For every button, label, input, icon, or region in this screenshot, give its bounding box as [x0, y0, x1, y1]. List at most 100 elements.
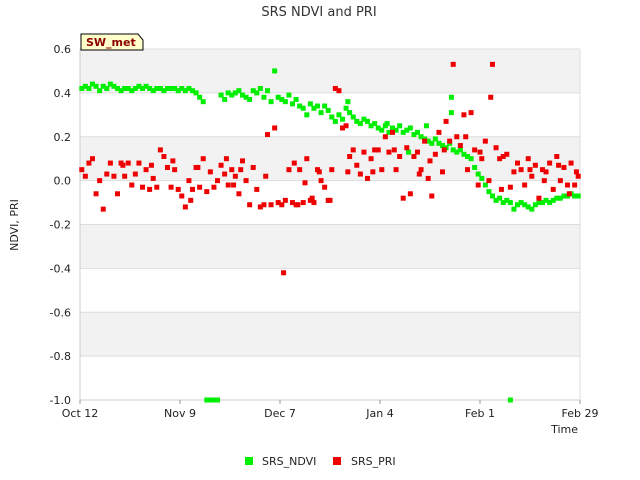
pri-point	[115, 191, 120, 197]
pri-point	[250, 164, 256, 170]
ndvi-point	[515, 202, 520, 208]
pri-point	[447, 138, 453, 144]
pri-point	[454, 134, 460, 140]
ndvi-point	[322, 103, 328, 109]
pri-point	[279, 202, 285, 208]
pri-point	[397, 153, 403, 159]
ndvi-point	[554, 195, 560, 201]
pri-point	[172, 167, 178, 173]
ndvi-point	[129, 88, 135, 94]
pri-point	[511, 169, 517, 175]
plot-background-bands	[80, 49, 580, 400]
y-tick-label: 0.6	[54, 43, 72, 56]
pri-point	[207, 169, 213, 175]
ndvi-point	[247, 96, 253, 102]
ndvi-point	[375, 125, 381, 131]
ndvi-point	[229, 92, 235, 98]
ndvi-point	[115, 85, 120, 91]
ndvi-point	[315, 103, 320, 109]
pri-point	[100, 206, 106, 212]
ndvi-point	[318, 110, 324, 116]
x-axis-ticks: Oct 12 Nov 9 Dec 7 Jan 4 Feb 1 Feb 29	[62, 400, 598, 420]
ndvi-point	[218, 92, 224, 98]
plot-band	[80, 312, 580, 357]
ndvi-point	[182, 88, 188, 94]
pri-point	[572, 182, 578, 188]
y-tick-label: 0.2	[54, 131, 72, 144]
pri-point	[550, 186, 556, 192]
pri-point	[129, 182, 135, 188]
ndvi-point	[340, 116, 345, 122]
pri-point	[311, 200, 317, 206]
pri-point	[450, 61, 456, 67]
chart-title: SRS NDVI and PRI	[261, 5, 376, 20]
pri-point	[540, 167, 545, 173]
pri-point	[425, 175, 431, 181]
ndvi-point	[165, 85, 170, 91]
pri-point	[386, 149, 392, 155]
pri-point	[281, 270, 287, 276]
ndvi-point	[118, 88, 124, 94]
y-tick-label: -0.6	[50, 306, 71, 319]
pri-point	[329, 167, 335, 173]
pri-point	[120, 162, 126, 168]
ndvi-point	[293, 96, 299, 102]
ndvi-point	[286, 92, 292, 98]
pri-point	[461, 112, 467, 118]
y-tick-label: -0.8	[50, 350, 71, 363]
pri-point	[422, 138, 428, 144]
pri-point	[400, 195, 406, 201]
pri-point	[465, 167, 470, 173]
ndvi-point	[325, 107, 331, 113]
pri-point	[240, 158, 245, 164]
y-axis-label: NDVI, PRI	[8, 199, 21, 251]
ndvi-point	[465, 153, 470, 159]
pri-point	[441, 147, 447, 153]
ndvi-point	[532, 202, 538, 208]
pri-point	[238, 167, 244, 173]
pri-point	[557, 178, 563, 184]
pri-point	[182, 204, 188, 210]
pri-point	[532, 162, 538, 168]
pri-point	[488, 94, 494, 100]
pri-point	[132, 171, 138, 177]
pri-point	[136, 160, 142, 166]
pri-point	[318, 178, 324, 184]
pri-point	[368, 156, 374, 162]
pri-point	[179, 193, 185, 199]
pri-point	[407, 191, 413, 197]
ndvi-point	[215, 397, 220, 403]
ndvi-point	[504, 197, 510, 203]
ndvi-point	[172, 85, 178, 91]
pri-point	[322, 184, 328, 190]
ndvi-point	[268, 99, 274, 105]
ndvi-point	[193, 90, 199, 96]
plot-band	[80, 49, 580, 93]
ndvi-point	[423, 123, 429, 129]
pri-point	[497, 156, 503, 162]
ndvi-point	[511, 206, 517, 212]
ndvi-point	[384, 121, 390, 127]
pri-point	[529, 173, 535, 179]
ndvi-point	[136, 83, 142, 89]
ndvi-point	[275, 94, 281, 100]
pri-point	[168, 184, 174, 190]
ndvi-point	[104, 85, 110, 91]
pri-point	[186, 178, 192, 184]
pri-point	[515, 160, 520, 166]
ndvi-point	[100, 83, 106, 89]
ndvi-point	[122, 85, 128, 91]
pri-point	[443, 118, 449, 124]
ndvi-point	[175, 88, 181, 94]
pri-point	[157, 147, 163, 153]
ndvi-point	[547, 200, 553, 206]
pri-point	[143, 167, 149, 173]
y-tick-label: 0.4	[54, 87, 72, 100]
ndvi-point	[86, 85, 92, 91]
pri-point	[573, 169, 579, 175]
pri-point	[215, 178, 220, 184]
ndvi-point	[543, 197, 549, 203]
pri-point	[148, 162, 154, 168]
pri-point	[370, 169, 376, 175]
pri-point	[543, 169, 549, 175]
